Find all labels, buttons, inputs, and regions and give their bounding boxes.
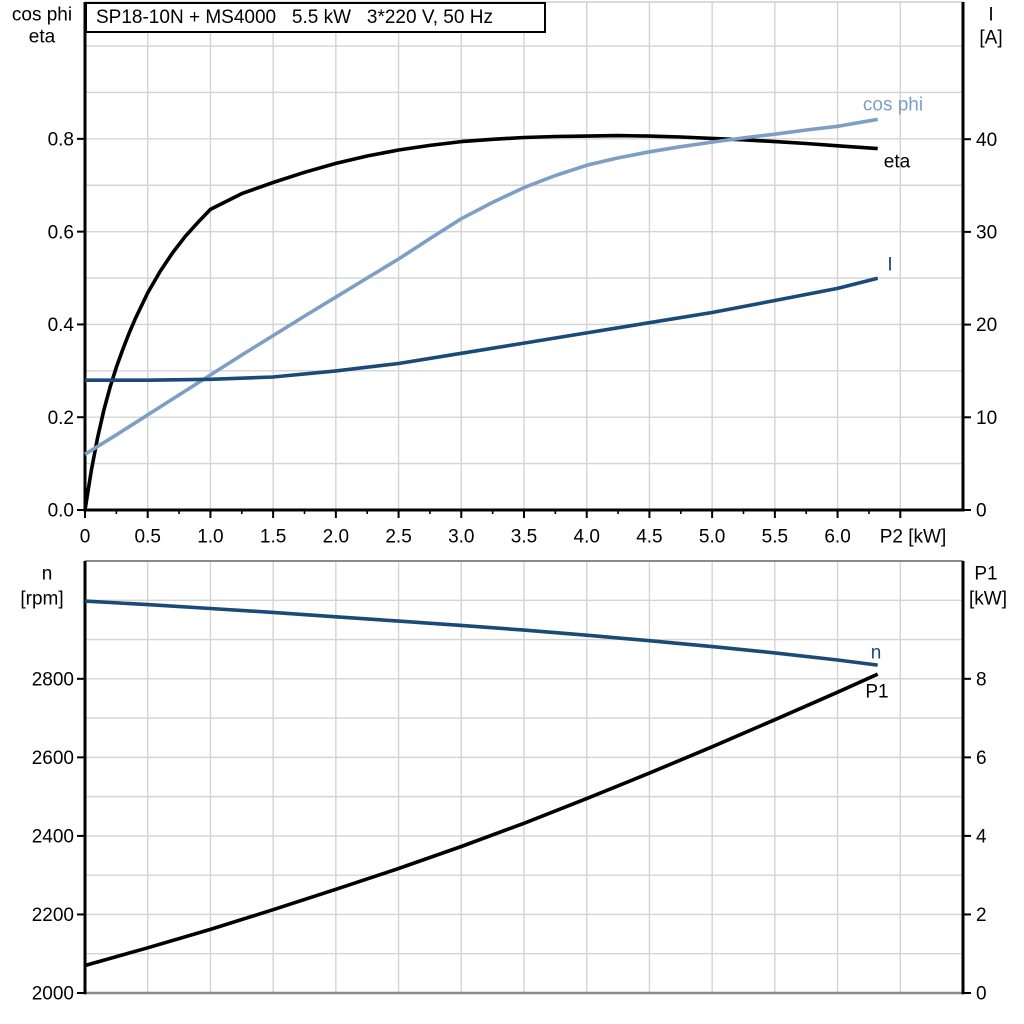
x-tick-label: 1.5 <box>260 527 286 548</box>
y-tick-label-right: 4 <box>976 827 987 848</box>
x-tick-label: 2.5 <box>385 527 411 548</box>
top-left-axis-label-line1: cos phi <box>11 4 73 26</box>
y-tick-label-left: 0.8 <box>48 130 74 151</box>
x-axis-title: P2 [kW] <box>879 526 947 548</box>
bottom-left-axis-label-line1: n <box>41 563 53 585</box>
curve-label-cos-phi: cos phi <box>862 94 924 116</box>
bottom-left-axis-label-line2: [rpm] <box>20 588 64 610</box>
series-P1-curve <box>84 672 879 968</box>
chart-title: SP18-10N + MS4000 5.5 kW 3*220 V, 50 Hz <box>96 6 493 28</box>
curve-label-speed: n <box>870 642 882 664</box>
x-tick-label: 3.0 <box>448 527 474 548</box>
x-tick-label: 2.0 <box>323 527 349 548</box>
x-tick-label: 0.5 <box>135 527 161 548</box>
y-tick-label-right: 6 <box>976 748 987 769</box>
chart-title-box: SP18-10N + MS4000 5.5 kW 3*220 V, 50 Hz <box>85 2 546 33</box>
curve-label-eta: eta <box>883 151 911 173</box>
y-tick-label-left: 0.2 <box>48 408 74 429</box>
top-left-axis-label-line2: eta <box>28 26 56 48</box>
top-right-axis-label-line2: [A] <box>979 27 1003 49</box>
y-tick-label-left: 0.0 <box>48 501 74 522</box>
y-tick-label-left: 2000 <box>32 984 74 1005</box>
y-tick-label-right: 8 <box>976 669 987 690</box>
chart-speed-power: 2000 2200 2400 2600 2800 0 2 4 6 8 <box>32 560 987 1005</box>
series-I-curve <box>85 276 879 383</box>
y-tick-label-right: 40 <box>976 130 997 151</box>
x-tick-label: 5.5 <box>762 527 788 548</box>
y-tick-label-left: 0.4 <box>48 315 75 336</box>
y-tick-label-left: 2400 <box>32 827 74 848</box>
x-tick-label: 0 <box>80 527 91 548</box>
series-n-curve <box>84 599 878 667</box>
y-tick-label-right: 0 <box>976 501 987 522</box>
top-right-axis-label-line1: I <box>988 4 994 26</box>
x-tick-label: 3.5 <box>511 527 537 548</box>
y-tick-label-right: 2 <box>976 905 987 926</box>
y-tick-label-right: 30 <box>976 223 997 244</box>
y-tick-label-left: 2200 <box>32 905 74 926</box>
x-tick-label: 5.0 <box>699 527 725 548</box>
series-cos-phi-curve <box>84 117 879 456</box>
bottom-right-axis-label-line2: [kW] <box>969 588 1007 610</box>
curve-label-current: I <box>887 254 893 276</box>
x-tick-label: 4.0 <box>574 527 600 548</box>
x-tick-label: 6.0 <box>824 527 850 548</box>
chart-p2-performance: 0 0.5 1.0 1.5 2.0 2.5 3.0 3.5 4.0 4.5 5.0 5.5 6.0 0.0… <box>48 1 997 548</box>
y-tick-label-left: 2600 <box>32 748 74 769</box>
series-eta-curve <box>83 133 878 511</box>
y-tick-label-right: 10 <box>976 408 997 429</box>
y-tick-label-left: 2800 <box>32 669 74 690</box>
x-tick-label: 1.0 <box>197 527 223 548</box>
y-tick-label-left: 0.6 <box>48 222 74 243</box>
curve-label-p1: P1 <box>865 681 889 703</box>
bottom-right-axis-label-line1: P1 <box>974 563 998 585</box>
y-tick-label-right: 20 <box>976 315 997 336</box>
y-tick-label-right: 0 <box>976 984 987 1005</box>
x-tick-label: 4.5 <box>636 527 662 548</box>
